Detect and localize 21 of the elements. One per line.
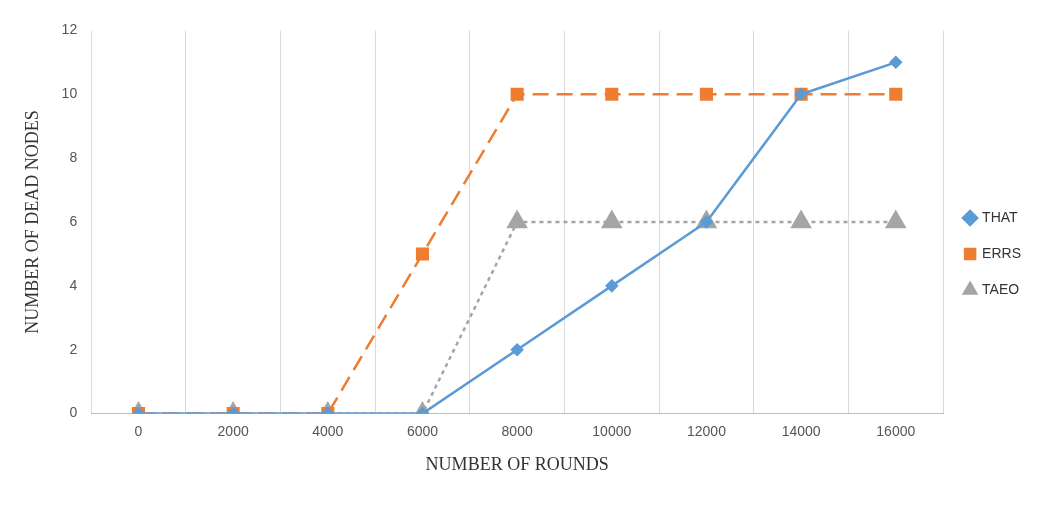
x-tick-label: 16000	[876, 422, 916, 439]
x-tick-label: 12000	[686, 422, 727, 439]
y-tick-label: 12	[61, 21, 78, 38]
x-tick-label: 6000	[406, 422, 439, 439]
legend-label: THAT	[982, 208, 1019, 225]
y-tick-label: 10	[61, 85, 78, 102]
legend-label: TAEO	[982, 280, 1020, 297]
y-axis-title: NUMBER OF DEAD NODES	[21, 110, 42, 334]
y-tick-label: 6	[69, 212, 78, 229]
x-tick-label: 0	[134, 422, 143, 439]
x-axis-title: NUMBER OF ROUNDS	[425, 453, 609, 474]
x-tick-label: 4000	[312, 422, 344, 439]
legend-label: ERRS	[982, 244, 1022, 261]
y-tick-label: 4	[69, 276, 78, 293]
y-tick-label: 0	[69, 404, 78, 421]
y-tick-label: 2	[69, 340, 78, 357]
x-tick-label: 2000	[217, 422, 249, 439]
x-tick-label: 14000	[781, 422, 821, 439]
y-tick-label: 8	[69, 148, 78, 165]
x-tick-label: 10000	[592, 422, 632, 439]
x-tick-label: 8000	[501, 422, 533, 439]
